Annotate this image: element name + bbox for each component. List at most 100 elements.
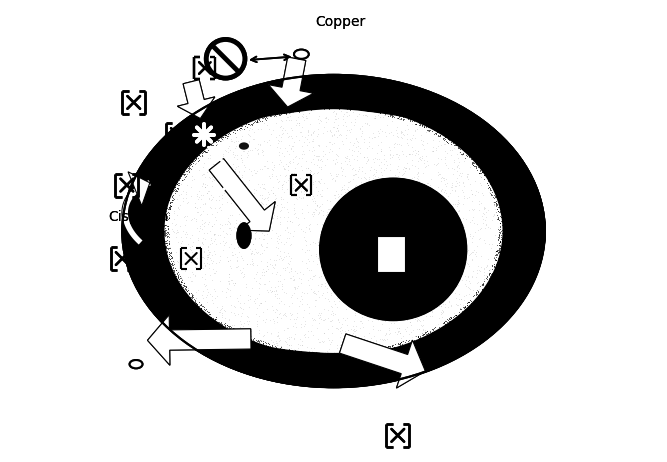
Point xyxy=(293,201,304,208)
Point xyxy=(351,323,362,330)
Point xyxy=(402,84,413,91)
Point xyxy=(295,89,306,97)
Point xyxy=(138,230,149,237)
Point xyxy=(450,344,460,352)
Point xyxy=(358,202,368,209)
Point xyxy=(446,244,457,251)
Point xyxy=(159,188,170,196)
Point xyxy=(475,135,486,143)
Point xyxy=(490,248,501,255)
Point xyxy=(514,231,524,238)
Point xyxy=(309,257,320,265)
Point xyxy=(385,160,396,167)
Point xyxy=(383,289,394,296)
Point xyxy=(164,164,175,171)
Point xyxy=(499,225,510,232)
Point xyxy=(261,262,272,269)
Point xyxy=(167,320,178,328)
Point xyxy=(319,282,330,290)
Point xyxy=(465,310,476,317)
Point xyxy=(283,104,293,112)
Point xyxy=(366,79,377,87)
Point xyxy=(303,166,313,173)
Point xyxy=(181,149,191,157)
Point xyxy=(317,227,327,235)
Point xyxy=(311,348,322,356)
Point xyxy=(133,245,144,252)
Point xyxy=(252,124,263,132)
Point xyxy=(380,354,391,362)
Point xyxy=(401,327,412,334)
Point xyxy=(157,164,167,171)
Point xyxy=(189,278,199,286)
Point xyxy=(398,335,408,342)
Point xyxy=(339,79,350,87)
Point xyxy=(257,332,267,339)
Point xyxy=(211,328,222,336)
Point xyxy=(465,183,476,190)
Point xyxy=(504,272,514,279)
Point xyxy=(360,112,370,119)
Point xyxy=(392,165,402,173)
Point xyxy=(166,129,177,137)
Point xyxy=(285,349,296,356)
Point xyxy=(336,366,347,373)
Point xyxy=(223,316,234,323)
Point xyxy=(375,273,386,280)
Point xyxy=(220,238,231,246)
Point xyxy=(140,216,151,224)
Point xyxy=(465,217,476,225)
Point xyxy=(336,381,347,389)
Point xyxy=(211,190,221,198)
Point xyxy=(514,237,525,245)
Point xyxy=(170,216,181,224)
Point xyxy=(514,209,525,216)
Point xyxy=(185,152,195,159)
Point xyxy=(215,203,225,211)
Point xyxy=(446,314,457,322)
Point xyxy=(520,209,531,216)
Point xyxy=(317,249,327,257)
Point xyxy=(305,356,316,363)
Point xyxy=(386,213,397,220)
Point xyxy=(491,140,502,147)
Point xyxy=(471,160,482,167)
Point xyxy=(267,140,277,148)
Point xyxy=(312,116,323,123)
Point xyxy=(490,240,501,247)
Point xyxy=(459,139,470,146)
Point xyxy=(343,326,354,334)
Point xyxy=(163,195,173,203)
Point xyxy=(486,152,497,159)
Point xyxy=(388,226,398,234)
Point xyxy=(191,288,201,295)
Point xyxy=(153,256,164,264)
Point xyxy=(320,219,331,226)
Point xyxy=(325,194,336,201)
Point xyxy=(271,110,282,117)
Point xyxy=(408,198,419,206)
Point xyxy=(235,366,246,373)
Point xyxy=(481,199,492,206)
Point xyxy=(257,361,267,369)
Point xyxy=(414,101,424,108)
Point xyxy=(422,278,433,286)
Point xyxy=(436,254,447,261)
Point xyxy=(395,302,406,310)
Point xyxy=(350,125,360,132)
Point xyxy=(418,349,428,356)
Point xyxy=(350,231,361,238)
Point xyxy=(163,240,174,247)
Point xyxy=(245,90,255,97)
Point xyxy=(310,183,321,190)
Point xyxy=(400,221,411,229)
Point xyxy=(135,177,146,184)
Point xyxy=(448,99,459,107)
Point xyxy=(398,119,409,127)
Point xyxy=(492,321,503,328)
Point xyxy=(321,129,331,136)
Point xyxy=(179,249,189,256)
Point xyxy=(269,163,279,170)
Point xyxy=(228,339,239,346)
Point xyxy=(455,343,466,351)
